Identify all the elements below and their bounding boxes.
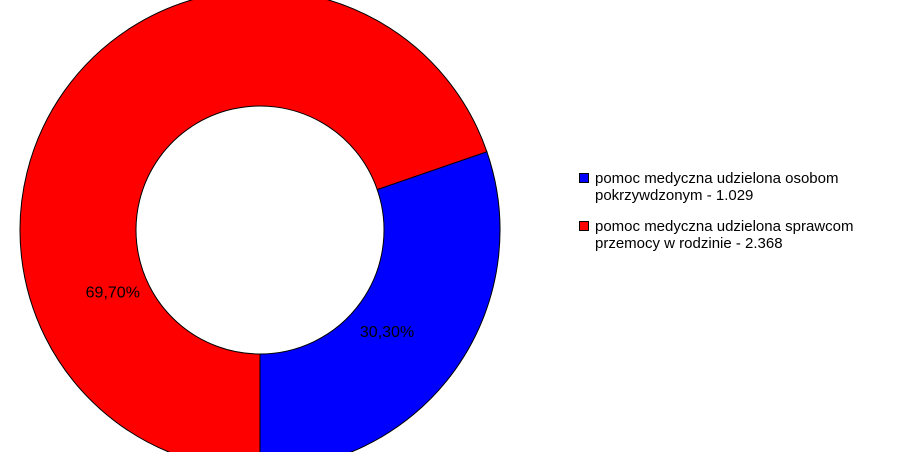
slice-victims [259,151,501,452]
legend-label-victims: pomoc medyczna udzielona osobom pokrzywd… [595,170,839,204]
slice-perpetrators [19,0,488,452]
legend-swatch-perpetrators [579,221,589,231]
legend: pomoc medyczna udzielona osobom pokrzywd… [577,170,897,266]
label-percent-victims: 30,30% [360,324,414,341]
legend-item-victims: pomoc medyczna udzielona osobom pokrzywd… [577,170,897,204]
legend-item-perpetrators: pomoc medyczna udzielona sprawcom przemo… [577,218,897,252]
legend-label-perpetrators: pomoc medyczna udzielona sprawcom przemo… [595,218,854,252]
legend-swatch-victims [579,173,589,183]
label-percent-perpetrators: 69,70% [86,285,140,302]
